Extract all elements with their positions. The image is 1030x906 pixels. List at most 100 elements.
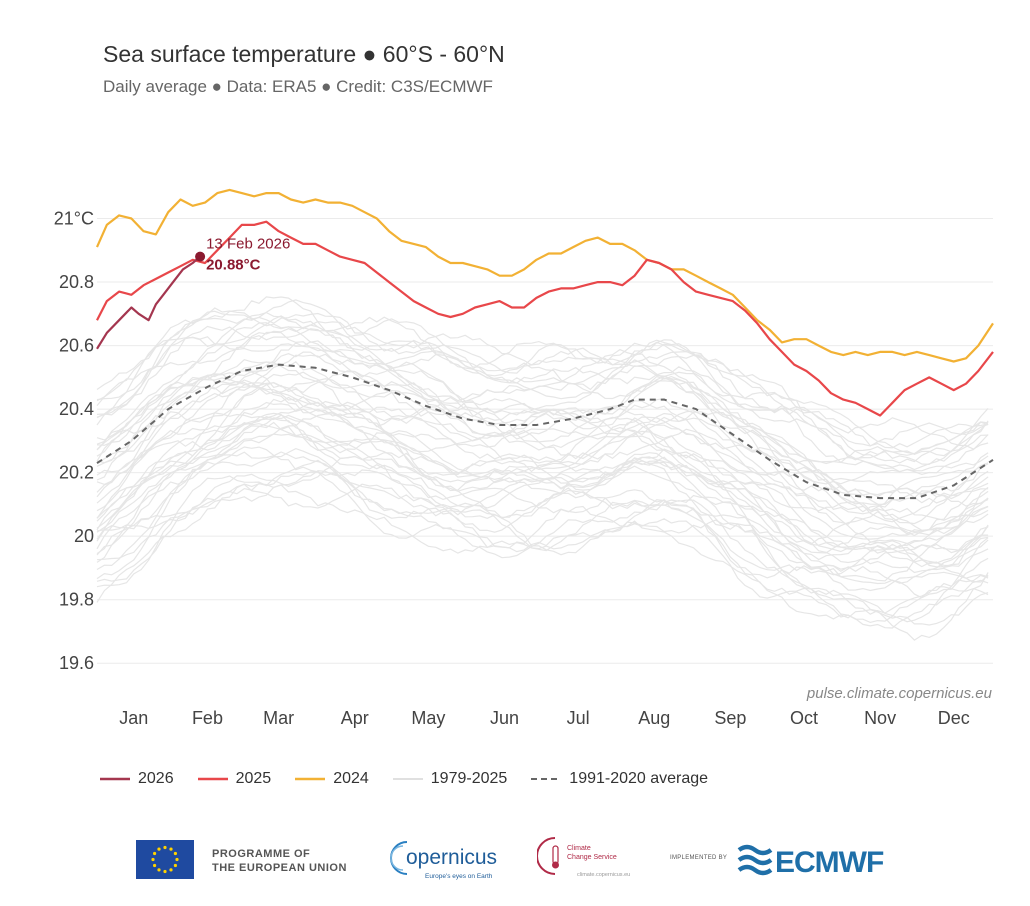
copernicus-name: opernicus	[406, 846, 497, 869]
x-tick-label: Aug	[638, 708, 670, 728]
x-tick-label: Mar	[263, 708, 294, 728]
historical-year-line	[96, 414, 989, 570]
legend-label-2025: 2025	[235, 770, 272, 787]
historical-year-line	[96, 342, 989, 512]
historical-year-line	[96, 396, 989, 540]
x-tick-label: Feb	[192, 708, 223, 728]
x-tick-label: Dec	[938, 708, 970, 728]
historical-year-line	[96, 381, 989, 535]
c3s-line1: Climate	[567, 845, 591, 852]
y-axis-ticks: 19.6 19.8 20 20.2 20.4 20.6 20.8 21°C	[54, 209, 94, 674]
historical-series-1979-2025	[96, 296, 989, 641]
eu-programme-line2: THE EUROPEAN UNION	[212, 862, 347, 874]
x-tick-label: Nov	[864, 708, 896, 728]
legend-item-2025[interactable]: 2025	[197, 770, 272, 788]
historical-year-line	[96, 331, 989, 485]
historical-year-line	[96, 379, 989, 533]
historical-year-line	[96, 336, 989, 473]
x-tick-label: May	[411, 708, 445, 728]
historical-year-line	[96, 307, 989, 455]
copernicus-tagline: Europe's eyes on Earth	[425, 873, 493, 880]
annotation-marker[interactable]	[195, 251, 206, 262]
legend-label-average: 1991-2020 average	[569, 770, 709, 787]
eu-flag-icon	[136, 840, 194, 879]
y-tick-label: 21°C	[54, 209, 94, 229]
eu-programme-line1: PROGRAMME OF	[212, 848, 311, 860]
x-tick-label: Oct	[790, 708, 818, 728]
legend-item-2024[interactable]: 2024	[295, 770, 369, 788]
y-tick-label: 20	[74, 526, 94, 546]
x-axis-ticks: Jan Feb Mar Apr May Jun Jul Aug Sep Oct Nov Dec	[119, 708, 969, 728]
historical-year-line	[96, 316, 989, 471]
historical-year-line	[96, 455, 989, 623]
x-tick-label: Jan	[119, 708, 148, 728]
legend-swatch-average	[531, 778, 562, 780]
historical-year-line	[96, 361, 989, 500]
historical-year-line	[96, 351, 989, 496]
historical-year-line	[96, 451, 989, 585]
series-line-y2024	[95, 188, 994, 363]
legend-label-historical: 1979-2025	[430, 770, 508, 787]
legend-label-2024: 2024	[333, 770, 369, 787]
historical-year-line	[96, 311, 989, 464]
legend-item-historical[interactable]: 1979-2025	[392, 770, 508, 788]
y-tick-label: 20.4	[59, 399, 94, 419]
series-line-y2026	[96, 255, 201, 350]
legend-swatch-2026	[100, 777, 130, 781]
annotation-date: 13 Feb 2026	[206, 236, 290, 253]
watermark-url: pulse.climate.copernicus.eu	[806, 685, 993, 702]
historical-year-line	[96, 299, 989, 447]
historical-year-line	[96, 421, 989, 568]
chart-title: Sea surface temperature ● 60°S - 60°N	[103, 41, 505, 67]
historical-year-line	[96, 414, 989, 552]
y-tick-label: 19.6	[59, 653, 94, 673]
c3s-line2: Change Service	[567, 854, 617, 861]
footer-logos: PROGRAMME OF THE EUROPEAN UNION opernicu…	[0, 820, 1030, 900]
x-tick-label: Apr	[341, 708, 369, 728]
legend-swatch-2024	[295, 777, 326, 781]
legend-swatch-historical	[392, 778, 423, 780]
historical-year-line	[96, 470, 989, 629]
legend-item-2026[interactable]: 2026	[100, 770, 174, 788]
historical-year-line	[96, 415, 989, 568]
sst-chart: 19.6 19.8 20 20.2 20.4 20.6 20.8 21°C Jan Feb Mar…	[54, 188, 994, 728]
historical-year-line	[96, 359, 989, 504]
historical-year-line	[96, 471, 989, 615]
historical-year-line	[96, 433, 989, 574]
historical-year-line	[96, 315, 989, 460]
ecmwf-wordmark: ECMWF	[775, 846, 884, 878]
y-tick-label: 20.8	[59, 272, 94, 292]
chart-legend: 2026 2025 2024 1979-2025 1991-2020 avera…	[100, 770, 732, 788]
latest-value-annotation: 13 Feb 2026 20.88°C	[195, 236, 290, 274]
c3s-logo: Climate Change Service climate.copernicu…	[536, 834, 647, 889]
historical-year-line	[96, 413, 989, 582]
historical-year-line	[96, 325, 989, 464]
historical-year-line	[96, 446, 989, 599]
historical-year-line	[96, 382, 989, 521]
eu-programme-label: PROGRAMME OF THE EUROPEAN UNION	[212, 847, 347, 875]
historical-year-line	[96, 354, 989, 513]
historical-year-line	[96, 296, 989, 446]
highlight-series	[95, 188, 994, 500]
historical-year-line	[96, 483, 989, 641]
annotation-value: 20.88°C	[206, 257, 261, 274]
ecmwf-logo: ECMWF	[735, 842, 895, 886]
x-tick-label: Jul	[567, 708, 590, 728]
legend-swatch-2025	[197, 777, 228, 781]
legend-label-2026: 2026	[138, 770, 174, 787]
c3s-url: climate.copernicus.eu	[577, 872, 630, 878]
y-tick-label: 20.2	[59, 463, 94, 483]
y-tick-label: 20.6	[59, 336, 94, 356]
historical-year-line	[96, 373, 989, 523]
historical-year-line	[96, 386, 989, 554]
x-tick-label: Jun	[490, 708, 519, 728]
legend-item-average[interactable]: 1991-2020 average	[531, 770, 708, 788]
historical-year-line	[96, 401, 989, 561]
x-tick-label: Sep	[714, 708, 746, 728]
series-line-average	[96, 363, 994, 500]
implemented-by-label: IMPLEMENTED BY	[670, 855, 728, 861]
historical-year-line	[96, 459, 989, 624]
chart-subtitle: Daily average ● Data: ERA5 ● Credit: C3S…	[103, 77, 493, 96]
copernicus-logo: opernicus Europe's eyes on Earth	[385, 834, 510, 889]
y-tick-label: 19.8	[59, 590, 94, 610]
